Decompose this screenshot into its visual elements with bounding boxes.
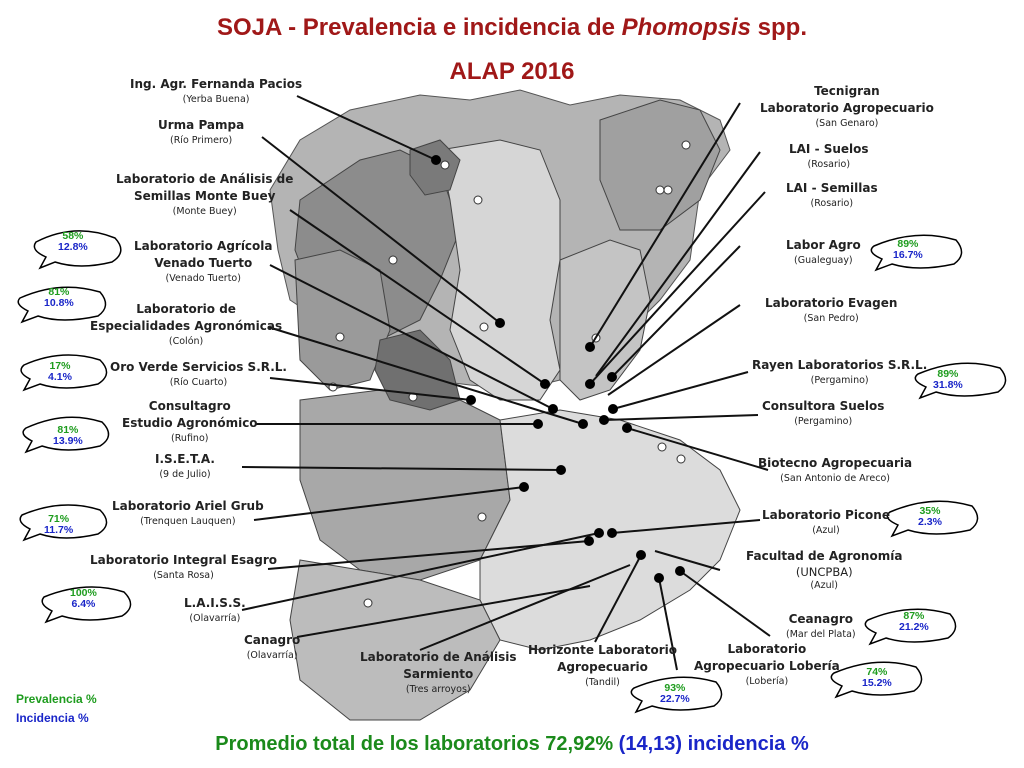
bubble-venado-tuerto: 58% 12.8% [58, 230, 88, 253]
lab-label-iseta: I.S.E.T.A. (9 de Julio) [155, 452, 215, 480]
lab-label-tecnigran: Tecnigran Laboratorio Agropecuario (San Ge… [760, 84, 934, 129]
lab-label-lai-suelos: LAI - Suelos (Rosario) [789, 142, 869, 170]
legend-incidencia: Incidencia % [16, 711, 89, 725]
bubble-picone: 35% 2.3% [918, 505, 942, 528]
region-patagonia [289, 559, 501, 721]
lab-label-biotecno: Biotecno Agropecuaria (San Antonio de Are… [758, 456, 913, 484]
city-markers [328, 140, 691, 608]
map-regions [269, 89, 741, 721]
lab-label-picone: Laboratorio Picone (Azul) [762, 508, 890, 536]
region-santafe [439, 139, 561, 401]
lab-label-loberia: Laboratorio Agropecuario Lobería (Lobería) [694, 642, 840, 687]
lab-label-urma-pampa: Urma Pampa (Río Primero) [158, 118, 245, 146]
lab-label-facultad-agronomia: Facultad de Agronomía (UNCPBA) (Azul) [746, 549, 903, 591]
lab-label-ariel-grub: Laboratorio Ariel Grub (Trenquen Lauquen) [112, 499, 264, 527]
bubble-colon: 81% 10.8% [44, 286, 74, 309]
lab-label-venado-tuerto: Laboratorio Agrícola Venado Tuerto (Venado… [134, 239, 273, 284]
leader-lines [241, 95, 771, 671]
bubble-ceanagro: 87% 21.2% [899, 610, 929, 633]
lab-label-laiss: L.A.I.S.S. (Olavarría) [184, 596, 246, 624]
bubble-rayen: 89% 31.8% [933, 368, 963, 391]
lab-label-consultagro: Consultagro Estudio Agronómico (Rufino) [122, 399, 258, 444]
subtitle: ALAP 2016 [449, 58, 575, 85]
bubble-horizonte: 93% 22.7% [660, 682, 690, 705]
lab-points [431, 155, 685, 583]
legend-prevalencia: Prevalencia % [16, 692, 97, 706]
lab-label-lai-semillas: LAI - Semillas (Rosario) [786, 181, 878, 209]
footer-average: Promedio total de los laboratorios 72,92… [215, 733, 809, 755]
bubble-ariel-grub: 71% 11.7% [44, 513, 74, 536]
lab-label-colon: Laboratorio de Especialidades Agronómicas… [90, 302, 283, 347]
lab-label-canagro: Canagro (Olavarría) [244, 633, 301, 661]
lab-label-labor-agro: Labor Agro (Gualeguay) [786, 238, 861, 266]
main-title: SOJA - Prevalencia e incidencia de Phomo… [217, 14, 807, 41]
lab-label-rayen: Rayen Laboratorios S.R.L. (Pergamino) [752, 358, 928, 386]
lab-label-evagen: Laboratorio Evagen (San Pedro) [765, 296, 898, 324]
bubble-shapes [17, 230, 1007, 714]
lab-label-sarmiento: Laboratorio de Análisis Sarmiento (Tres ar… [360, 650, 517, 695]
lab-label-oro-verde: Oro Verde Servicios S.R.L. (Río Cuarto) [110, 360, 287, 388]
lab-label-horizonte: Horizonte Laboratorio Agropecuario (Tandil… [528, 643, 677, 688]
bubble-labor-agro: 89% 16.7% [893, 238, 923, 261]
lab-label-esagro: Laboratorio Integral Esagro (Santa Rosa) [90, 553, 277, 581]
bubble-loberia: 74% 15.2% [862, 666, 892, 689]
bubble-oro-verde: 17% 4.1% [48, 360, 72, 383]
lab-label-ceanagro: Ceanagro (Mar del Plata) [786, 612, 856, 640]
bubble-consultagro: 81% 13.9% [53, 424, 83, 447]
lab-label-consultora-suelos: Consultora Suelos (Pergamino) [762, 399, 885, 427]
bubble-esagro: 100% 6.4% [70, 587, 97, 610]
lab-label-fernanda-pacios: Ing. Agr. Fernanda Pacios (Yerba Buena) [130, 77, 303, 105]
lab-label-monte-buey: Laboratorio de Análisis de Semillas Monte… [116, 172, 294, 217]
region-misiones [599, 99, 721, 231]
